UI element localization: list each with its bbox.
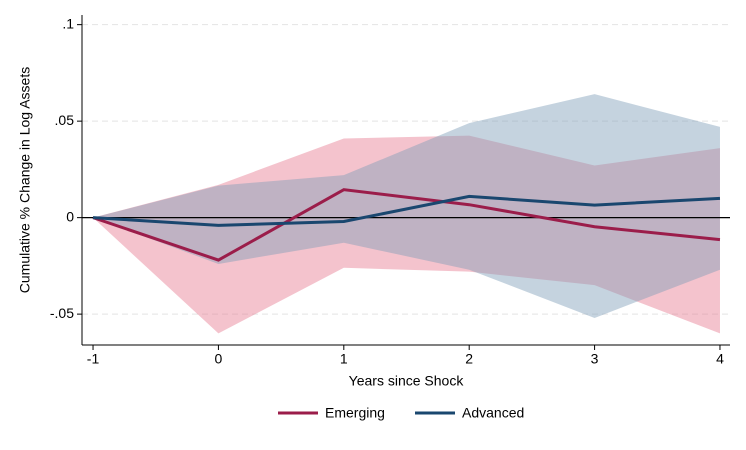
x-tick-label: 3 bbox=[591, 351, 599, 367]
x-tick-label: 0 bbox=[215, 351, 223, 367]
x-tick-label: -1 bbox=[87, 351, 100, 367]
y-tick-label: 0 bbox=[66, 208, 74, 224]
series-line bbox=[92, 194, 721, 227]
legend-label: Emerging bbox=[325, 405, 385, 421]
series-line bbox=[92, 188, 721, 262]
x-axis-label: Years since Shock bbox=[349, 373, 465, 389]
x-tick-label: 1 bbox=[340, 351, 348, 367]
confidence-band bbox=[93, 94, 720, 318]
y-tick-label: -.05 bbox=[50, 305, 74, 321]
confidence-band bbox=[93, 135, 720, 334]
y-axis-label: Cumulative % Change in Log Assets bbox=[17, 67, 33, 293]
y-tick-label: .05 bbox=[55, 112, 75, 128]
x-tick-label: 2 bbox=[465, 351, 473, 367]
x-tick-label: 4 bbox=[716, 351, 724, 367]
y-tick-label: .1 bbox=[62, 15, 74, 31]
legend-label: Advanced bbox=[462, 405, 524, 421]
